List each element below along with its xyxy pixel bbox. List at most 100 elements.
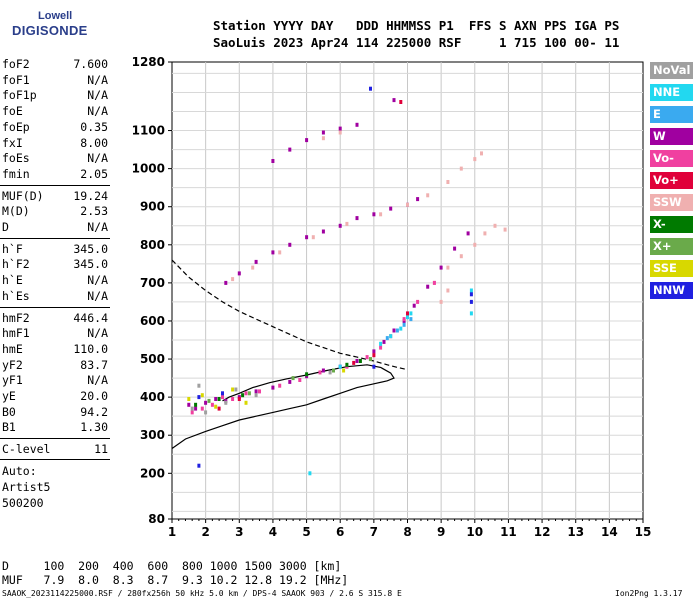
y-tick-label: 1100 <box>132 124 165 138</box>
echo-point <box>385 336 389 341</box>
echo-point <box>473 157 477 162</box>
echo-point <box>190 410 194 415</box>
echo-point <box>459 166 463 171</box>
param-row: fmin 2.05 <box>2 167 108 182</box>
x-tick-label: 4 <box>269 525 277 539</box>
echo-point <box>194 406 198 411</box>
x-tick-label: 11 <box>500 525 517 539</box>
echo-point <box>321 229 325 234</box>
param-row: M(D) 2.53 <box>2 204 108 219</box>
echo-point <box>389 334 393 339</box>
echo-point <box>365 355 369 360</box>
legend-item: NoVal <box>650 62 693 79</box>
echo-point <box>332 368 335 373</box>
echo-point <box>197 383 201 388</box>
param-value: 1.30 <box>80 420 108 435</box>
param-value: N/A <box>87 72 108 87</box>
param-name: fmin <box>2 166 30 181</box>
footer-file-info: SAAOK_2023114225000.RSF / 280fx256h 50 k… <box>2 589 402 598</box>
legend-item: W <box>650 128 693 145</box>
param-name: B1 <box>2 420 16 435</box>
echo-point <box>372 212 376 217</box>
profile-dashed-curve <box>171 259 408 371</box>
param-name: yF1 <box>2 373 23 388</box>
echo-point <box>241 393 245 398</box>
param-row: B1 1.30 <box>2 420 108 435</box>
x-tick-label: 7 <box>370 525 378 539</box>
echo-point <box>480 151 483 156</box>
echo-point <box>214 397 218 401</box>
param-value: 345.0 <box>73 257 108 272</box>
param-value: 446.4 <box>73 310 108 325</box>
echo-point <box>402 322 406 327</box>
param-value: N/A <box>87 326 108 341</box>
param-row: h`Es N/A <box>2 289 108 304</box>
echo-point <box>221 395 224 400</box>
echo-point <box>402 317 406 322</box>
param-name: fxI <box>2 135 23 150</box>
param-name: foF1 <box>2 72 30 87</box>
param-name: M(D) <box>2 204 30 219</box>
echo-point <box>224 280 228 285</box>
separator <box>0 184 110 186</box>
echo-point <box>194 402 198 407</box>
echo-point <box>338 364 342 369</box>
echo-point <box>345 362 349 367</box>
param-name: h`F <box>2 241 23 256</box>
echo-point <box>197 463 201 468</box>
param-row: fxI 8.00 <box>2 136 108 151</box>
x-tick-label: 5 <box>302 525 310 539</box>
echo-point <box>321 136 325 141</box>
legend-item: Vo- <box>650 150 693 167</box>
echo-point <box>466 231 470 236</box>
param-name: h`F2 <box>2 257 30 272</box>
param-row: foEp 0.35 <box>2 120 108 135</box>
param-value: 2.53 <box>80 204 108 219</box>
echo-point <box>439 265 443 270</box>
legend-item: E <box>650 106 693 123</box>
param-name: hmF1 <box>2 326 30 341</box>
echo-point <box>187 397 191 401</box>
echo-point <box>338 223 342 228</box>
param-value: 110.0 <box>73 341 108 356</box>
echo-point <box>244 391 248 396</box>
x-tick-label: 8 <box>403 525 411 539</box>
echo-point <box>379 345 383 350</box>
echo-point <box>200 393 204 398</box>
y-tick-label: 500 <box>140 352 165 366</box>
legend-item: X+ <box>650 238 693 255</box>
param-value: 0.35 <box>80 119 108 134</box>
echo-point <box>217 406 221 411</box>
echo-point <box>221 391 224 396</box>
param-row: B0 94.2 <box>2 405 108 420</box>
param-row: foE N/A <box>2 104 108 119</box>
echo-point <box>200 406 204 411</box>
logo-lowell: Lowell <box>38 10 73 22</box>
header-line-1: Station YYYY DAY DDD HHMMSS P1 FFS S AXN… <box>213 18 620 33</box>
param-value: 345.0 <box>73 241 108 256</box>
muf-table-distance-row: D 100 200 400 600 800 1000 1500 3000 [km… <box>2 559 342 573</box>
param-value: 7.600 <box>73 57 108 71</box>
echo-point <box>469 288 473 293</box>
echo-point <box>254 393 258 398</box>
param-value: 8.00 <box>80 135 108 150</box>
echo-point <box>318 370 322 375</box>
legend-item: Vo+ <box>650 172 693 189</box>
echo-point <box>311 235 315 240</box>
echo-point <box>244 400 248 405</box>
x-tick-label: 9 <box>437 525 445 539</box>
x-tick-label: 2 <box>201 525 209 539</box>
echo-point <box>278 383 282 388</box>
echo-point <box>288 242 292 247</box>
y-tick-label: 900 <box>140 200 165 214</box>
echo-point <box>503 227 507 232</box>
param-row: h`E N/A <box>2 273 108 288</box>
param-value: 19.24 <box>73 188 108 203</box>
x-tick-label: 14 <box>601 525 618 539</box>
param-name: yF2 <box>2 357 23 372</box>
y-tick-label: 600 <box>140 314 165 328</box>
echo-point <box>278 250 282 255</box>
x-tick-label: 10 <box>466 525 483 539</box>
echo-point <box>453 246 457 251</box>
